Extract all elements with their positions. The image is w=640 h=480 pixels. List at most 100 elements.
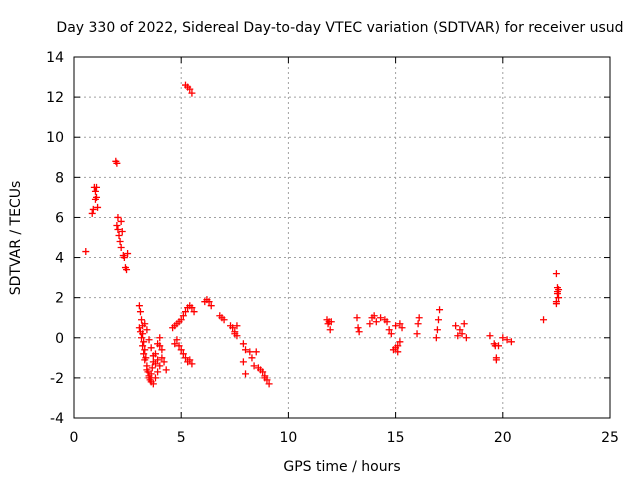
x-tick-label: 10 bbox=[279, 430, 297, 446]
data-point bbox=[486, 332, 494, 340]
data-point bbox=[248, 354, 256, 362]
data-point bbox=[139, 342, 147, 350]
data-point bbox=[499, 334, 507, 342]
data-point bbox=[175, 342, 183, 350]
data-point bbox=[396, 320, 404, 328]
data-point bbox=[93, 183, 101, 191]
data-point bbox=[93, 193, 101, 201]
data-point bbox=[553, 290, 561, 298]
data-point bbox=[151, 360, 159, 368]
data-point bbox=[415, 314, 423, 322]
data-point bbox=[88, 209, 96, 217]
data-point bbox=[327, 318, 335, 326]
data-point bbox=[252, 348, 260, 356]
data-points bbox=[82, 81, 563, 388]
data-point bbox=[158, 346, 166, 354]
data-point bbox=[177, 346, 185, 354]
data-point bbox=[434, 316, 442, 324]
data-point bbox=[207, 302, 215, 310]
data-point bbox=[143, 326, 151, 334]
data-point bbox=[181, 308, 189, 316]
data-point bbox=[555, 294, 563, 302]
x-tick-label: 0 bbox=[70, 430, 79, 446]
data-point bbox=[239, 358, 247, 366]
data-point bbox=[413, 330, 421, 338]
data-point bbox=[242, 370, 250, 378]
data-point bbox=[91, 187, 99, 195]
data-point bbox=[432, 334, 440, 342]
data-point bbox=[239, 340, 247, 348]
data-point bbox=[392, 322, 400, 330]
data-point bbox=[143, 366, 151, 374]
y-tick-label: -4 bbox=[50, 411, 64, 427]
data-point bbox=[147, 344, 155, 352]
data-point bbox=[154, 368, 162, 376]
data-point bbox=[394, 342, 402, 350]
grid bbox=[74, 57, 610, 418]
data-point bbox=[492, 354, 500, 362]
data-point bbox=[398, 324, 406, 332]
data-point bbox=[151, 374, 159, 382]
x-tick-label: 20 bbox=[494, 430, 512, 446]
data-point bbox=[145, 372, 153, 380]
data-point bbox=[456, 326, 464, 334]
data-point bbox=[117, 217, 125, 225]
data-point bbox=[265, 380, 273, 388]
data-point bbox=[503, 336, 511, 344]
data-point bbox=[145, 336, 153, 344]
data-point bbox=[156, 362, 164, 370]
data-point bbox=[148, 364, 156, 372]
data-point bbox=[540, 316, 548, 324]
data-point bbox=[120, 254, 128, 262]
data-point bbox=[118, 227, 126, 235]
data-point bbox=[141, 356, 149, 364]
data-point bbox=[94, 203, 102, 211]
data-point bbox=[156, 342, 164, 350]
data-point bbox=[89, 205, 97, 213]
data-point bbox=[188, 89, 196, 97]
y-tick-label: -2 bbox=[50, 371, 64, 387]
data-point bbox=[257, 366, 265, 374]
data-point bbox=[353, 314, 361, 322]
y-tick-label: 12 bbox=[46, 90, 64, 106]
data-point bbox=[250, 362, 258, 370]
data-point bbox=[385, 326, 393, 334]
data-point bbox=[372, 318, 380, 326]
data-point bbox=[555, 286, 563, 294]
y-tick-label: 0 bbox=[55, 331, 64, 347]
data-point bbox=[149, 380, 157, 388]
data-point bbox=[154, 356, 162, 364]
data-point bbox=[140, 350, 148, 358]
data-point bbox=[82, 248, 90, 256]
plot-frame bbox=[73, 56, 611, 419]
data-point bbox=[113, 221, 121, 229]
data-point bbox=[354, 324, 362, 332]
data-point bbox=[141, 346, 149, 354]
data-point bbox=[141, 320, 149, 328]
y-tick-label: 14 bbox=[46, 50, 64, 66]
y-tick-label: 6 bbox=[55, 210, 64, 226]
data-point bbox=[366, 320, 374, 328]
data-point bbox=[156, 334, 164, 342]
data-point bbox=[188, 304, 196, 312]
data-point bbox=[113, 159, 121, 167]
data-point bbox=[370, 312, 378, 320]
data-point bbox=[460, 320, 468, 328]
data-point bbox=[114, 225, 122, 233]
data-point bbox=[396, 338, 404, 346]
x-tick-label: 15 bbox=[387, 430, 405, 446]
data-point bbox=[186, 85, 194, 93]
data-point bbox=[507, 338, 515, 346]
chart-title: Day 330 of 2022, Sidereal Day-to-day VTE… bbox=[56, 20, 623, 36]
data-point bbox=[414, 320, 422, 328]
axis-ticks: 0 5 10 15 20 25 -4 -2 0 2 4 6 8 10 12 14 bbox=[46, 50, 619, 446]
data-point bbox=[115, 231, 123, 239]
data-point bbox=[242, 346, 250, 354]
data-point bbox=[138, 334, 146, 342]
data-point bbox=[136, 308, 144, 316]
data-point bbox=[116, 238, 124, 246]
data-point bbox=[171, 340, 179, 348]
data-point bbox=[158, 354, 166, 362]
data-point bbox=[452, 322, 460, 330]
